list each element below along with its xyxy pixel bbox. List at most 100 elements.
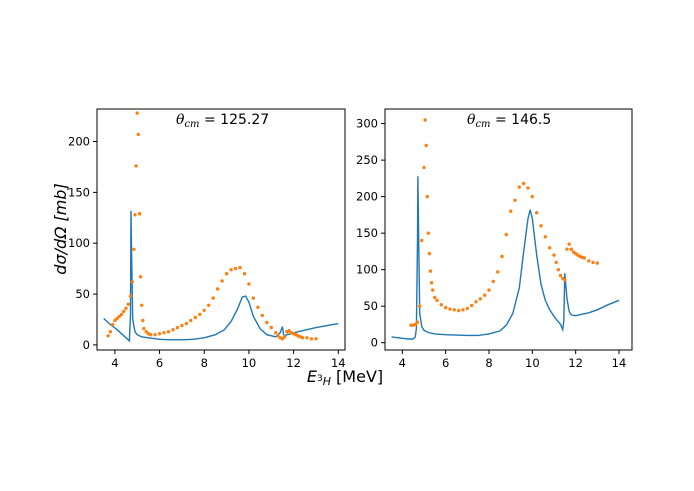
data-point	[276, 334, 280, 338]
data-point	[202, 308, 206, 312]
data-point	[148, 333, 153, 337]
data-point	[137, 212, 142, 216]
y-tick-label: 50	[363, 299, 378, 313]
data-point	[247, 282, 251, 286]
data-point	[496, 270, 500, 274]
data-point	[504, 232, 508, 237]
y-tick-label: 0	[83, 338, 90, 352]
data-point	[427, 251, 432, 256]
data-point	[132, 247, 136, 251]
y-tick-label: 100	[356, 263, 378, 277]
data-point	[530, 194, 534, 199]
data-point	[126, 302, 130, 306]
data-point	[487, 288, 491, 292]
data-point	[435, 298, 439, 302]
data-point	[141, 318, 145, 323]
x-tick-label: 8	[201, 356, 208, 370]
plot-right-ticks: 4 6 8 10 12 14 0 50 100 150 200 250 300	[356, 117, 626, 370]
data-point	[423, 118, 427, 122]
data-point	[144, 330, 148, 334]
plot-right-model-line	[391, 176, 620, 340]
data-point	[189, 318, 193, 323]
data-point	[135, 111, 139, 115]
data-point	[448, 307, 452, 311]
x-tick-label: 12	[568, 356, 583, 370]
plot-right: 4 6 8 10 12 14 0 50 100 150 200 250 300 θcm = 146.5	[356, 108, 633, 370]
y-tick-label: 200	[68, 135, 90, 149]
data-point	[422, 165, 426, 170]
data-point	[175, 325, 180, 330]
data-point	[122, 309, 126, 314]
data-point	[548, 246, 552, 250]
data-point	[171, 328, 175, 332]
plot-left-ticks: 4 6 8 10 12 14 0 50 100 150 200	[68, 135, 346, 370]
data-point	[106, 334, 110, 338]
data-point	[567, 242, 571, 246]
plot-left-frame	[96, 108, 346, 351]
data-point	[565, 247, 569, 251]
x-tick-label: 12	[286, 356, 301, 370]
data-point	[569, 247, 573, 251]
data-point	[134, 164, 138, 168]
x-tick-label: 4	[111, 356, 118, 370]
data-point	[287, 329, 291, 333]
plot-right-title: θcm = 146.5	[467, 112, 551, 130]
data-point	[238, 265, 242, 270]
data-point	[470, 303, 474, 308]
data-point	[431, 288, 435, 292]
data-point	[215, 287, 220, 291]
y-tick-label: 100	[68, 236, 90, 250]
data-point	[157, 332, 162, 336]
y-axis-label: dσ/dΩ [mb]	[51, 183, 70, 274]
data-point	[420, 238, 424, 243]
data-point	[256, 305, 260, 309]
data-point	[140, 303, 144, 307]
data-point	[166, 330, 171, 334]
data-point	[428, 269, 433, 273]
x-tick-label: 14	[331, 356, 346, 370]
data-point	[429, 281, 434, 285]
data-point	[509, 209, 513, 213]
data-point	[478, 297, 482, 301]
y-tick-label: 250	[356, 153, 378, 167]
data-point	[119, 312, 124, 317]
data-point	[595, 261, 599, 265]
data-point	[162, 331, 166, 335]
data-point	[413, 322, 417, 327]
data-point	[265, 320, 269, 325]
data-point	[457, 308, 461, 313]
data-point	[483, 293, 487, 297]
data-point	[418, 304, 422, 308]
data-point	[452, 308, 456, 312]
plot-left-model-line	[103, 210, 339, 343]
data-point	[314, 337, 318, 341]
y-tick-label: 150	[356, 226, 378, 240]
data-point	[224, 272, 229, 276]
data-point	[439, 303, 443, 307]
data-point	[554, 260, 558, 265]
data-point	[130, 280, 134, 284]
data-point	[552, 253, 556, 257]
data-point	[433, 295, 437, 300]
data-point	[543, 235, 547, 239]
data-point	[491, 279, 495, 284]
y-tick-label: 150	[68, 185, 90, 199]
data-point	[424, 143, 428, 148]
data-point	[535, 211, 539, 215]
data-point	[198, 312, 202, 317]
data-point	[539, 224, 543, 228]
data-point	[136, 132, 140, 137]
data-point	[117, 314, 122, 319]
data-point	[110, 322, 115, 327]
x-tick-label: 6	[156, 356, 163, 370]
x-axis-label: E3H [MeV]	[307, 367, 383, 388]
data-point	[582, 256, 586, 260]
plot-left-data-points	[106, 111, 318, 341]
data-point	[108, 330, 113, 334]
data-point	[242, 272, 247, 276]
y-tick-label: 50	[75, 287, 90, 301]
data-point	[517, 185, 521, 189]
data-point	[138, 275, 143, 279]
data-point	[591, 260, 595, 265]
